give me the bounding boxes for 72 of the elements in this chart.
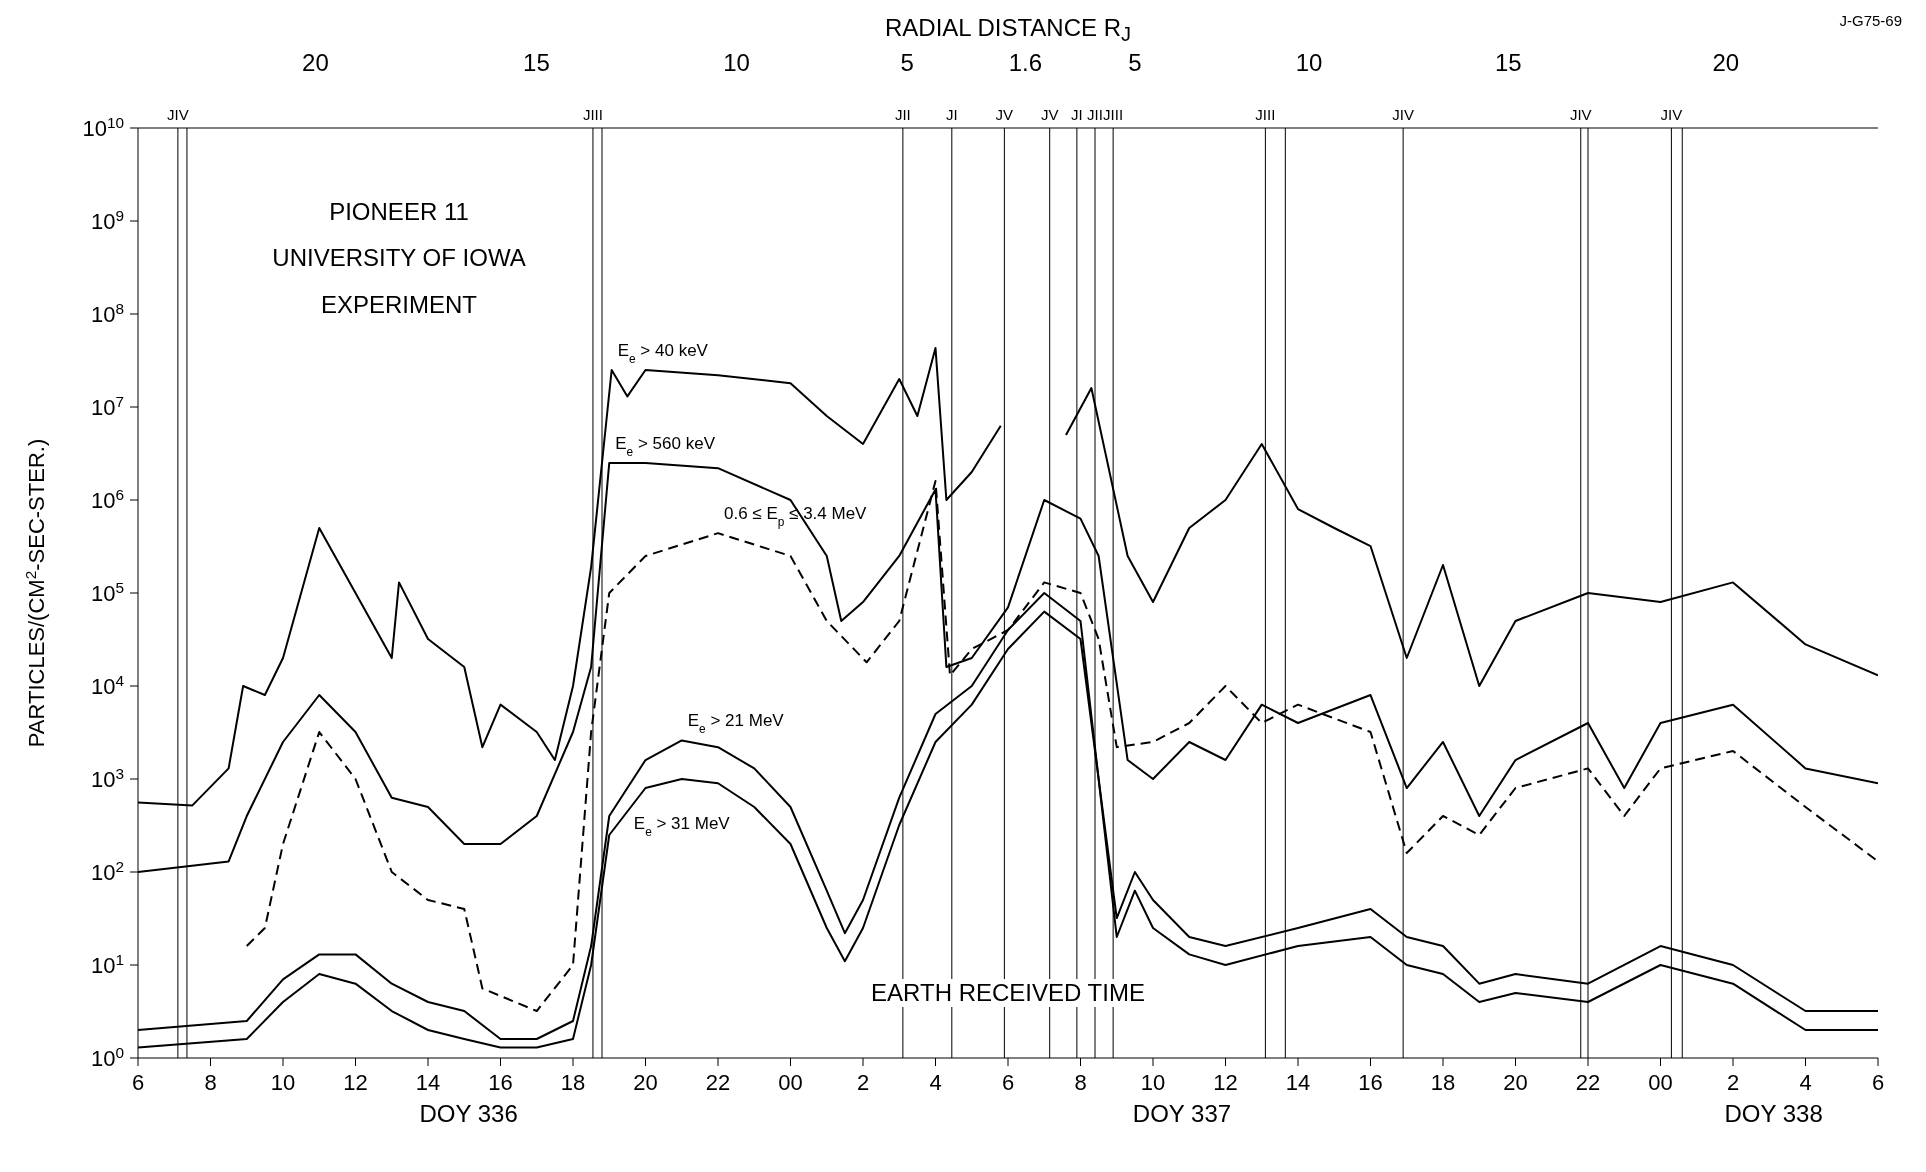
x-tick-label: 8 [1074, 1070, 1087, 1095]
ref-line-label: JIV [1660, 106, 1683, 123]
y-tick-label: 10$^{2}$ [90, 857, 124, 885]
x-tick-label: 2 [1726, 1070, 1740, 1095]
series-label: 0.6 ≤ E$_{p}$ ≤ 3.4 MeV [724, 504, 868, 530]
annotation: UNIVERSITY OF IOWA [268, 244, 530, 273]
y-tick-label: 10$^{0}$ [90, 1043, 124, 1071]
x-tick-label: 10 [270, 1070, 296, 1095]
text: 20 [1711, 48, 1741, 77]
y-tick-label: 10$^{4}$ [90, 671, 125, 699]
ref-line-label: JV [995, 106, 1014, 123]
x-tick-label: 8 [204, 1070, 217, 1095]
x-tick-label: 12 [343, 1070, 368, 1095]
x-tick-label: 18 [560, 1070, 586, 1095]
y-tick-label: 10$^{9}$ [90, 206, 124, 234]
x-tick-label: 14 [1285, 1070, 1311, 1095]
text: 1.6 [1007, 48, 1044, 77]
ref-line-label: JIV [167, 106, 189, 123]
text: DOY 336 [418, 1099, 519, 1128]
x-tick-label: 00 [778, 1070, 803, 1095]
series-label: E$_{e}$ > 31 MeV [633, 814, 731, 839]
x-tick-label: 16 [1358, 1070, 1383, 1095]
x-tick-label: 18 [1430, 1070, 1456, 1095]
y-tick-label: 10$^{1}$ [90, 950, 124, 978]
x-tick-label: 2 [856, 1070, 870, 1095]
annotation: EXPERIMENT [316, 290, 482, 319]
ref-line-label: JIV [1392, 106, 1414, 123]
text: 10 [1294, 48, 1324, 77]
x-tick-label: 14 [415, 1070, 441, 1095]
y-tick-label: 10$^{3}$ [90, 764, 124, 792]
ref-line-label: JI [1071, 106, 1083, 123]
x-tick-label: 00 [1648, 1070, 1673, 1095]
text: 15 [522, 48, 551, 77]
annotation: EARTH RECEIVED TIME [867, 978, 1149, 1007]
series-label: E$_{e}$ > 560 keV [615, 433, 716, 459]
text: DOY 338 [1723, 1099, 1824, 1128]
x-tick-label: 16 [488, 1070, 513, 1095]
ref-line-label: JI [945, 106, 958, 123]
x-tick-label: 20 [1503, 1070, 1528, 1095]
ref-line-label: JIII [1103, 106, 1124, 123]
text: 5 [899, 48, 915, 77]
x-tick-label: 4 [1799, 1070, 1812, 1095]
ref-line-label: JV [1040, 106, 1059, 123]
text: J-G75-69 [1839, 12, 1902, 29]
x-tick-label: 6 [131, 1070, 145, 1095]
x-tick-label: 22 [705, 1070, 731, 1095]
text: RADIAL DISTANCE R$_{J}$ [884, 13, 1132, 47]
ref-line-label: JIII [1255, 106, 1276, 123]
y-tick-label: 10$^{10}$ [82, 113, 124, 141]
x-tick-label: 12 [1213, 1070, 1238, 1095]
ref-line-label: JII [1087, 106, 1103, 123]
x-tick-label: 4 [929, 1070, 942, 1095]
series-label: E$_{e}$ > 21 MeV [687, 711, 785, 737]
ref-line-label: JII [894, 106, 911, 123]
series-label: E$_{e}$ > 40 keV [617, 340, 709, 366]
x-tick-label: 20 [633, 1070, 658, 1095]
x-tick-label: 6 [1001, 1070, 1015, 1095]
text: 20 [301, 48, 330, 77]
text: 10 [722, 48, 751, 77]
ref-line-label: JIV [1569, 106, 1592, 123]
y-tick-label: 10$^{6}$ [90, 485, 124, 513]
text: 5 [1127, 48, 1143, 77]
ref-line-label: JIII [582, 106, 603, 123]
x-tick-label: 22 [1575, 1070, 1601, 1095]
y-tick-label: 10$^{7}$ [90, 392, 124, 420]
y-tick-label: 10$^{5}$ [90, 578, 124, 606]
text: DOY 337 [1131, 1099, 1233, 1128]
text: 15 [1493, 48, 1523, 77]
annotation: PIONEER 11 [325, 197, 473, 226]
x-tick-label: 10 [1140, 1070, 1166, 1095]
y-tick-label: 10$^{8}$ [90, 299, 124, 327]
x-tick-label: 6 [1871, 1070, 1885, 1095]
